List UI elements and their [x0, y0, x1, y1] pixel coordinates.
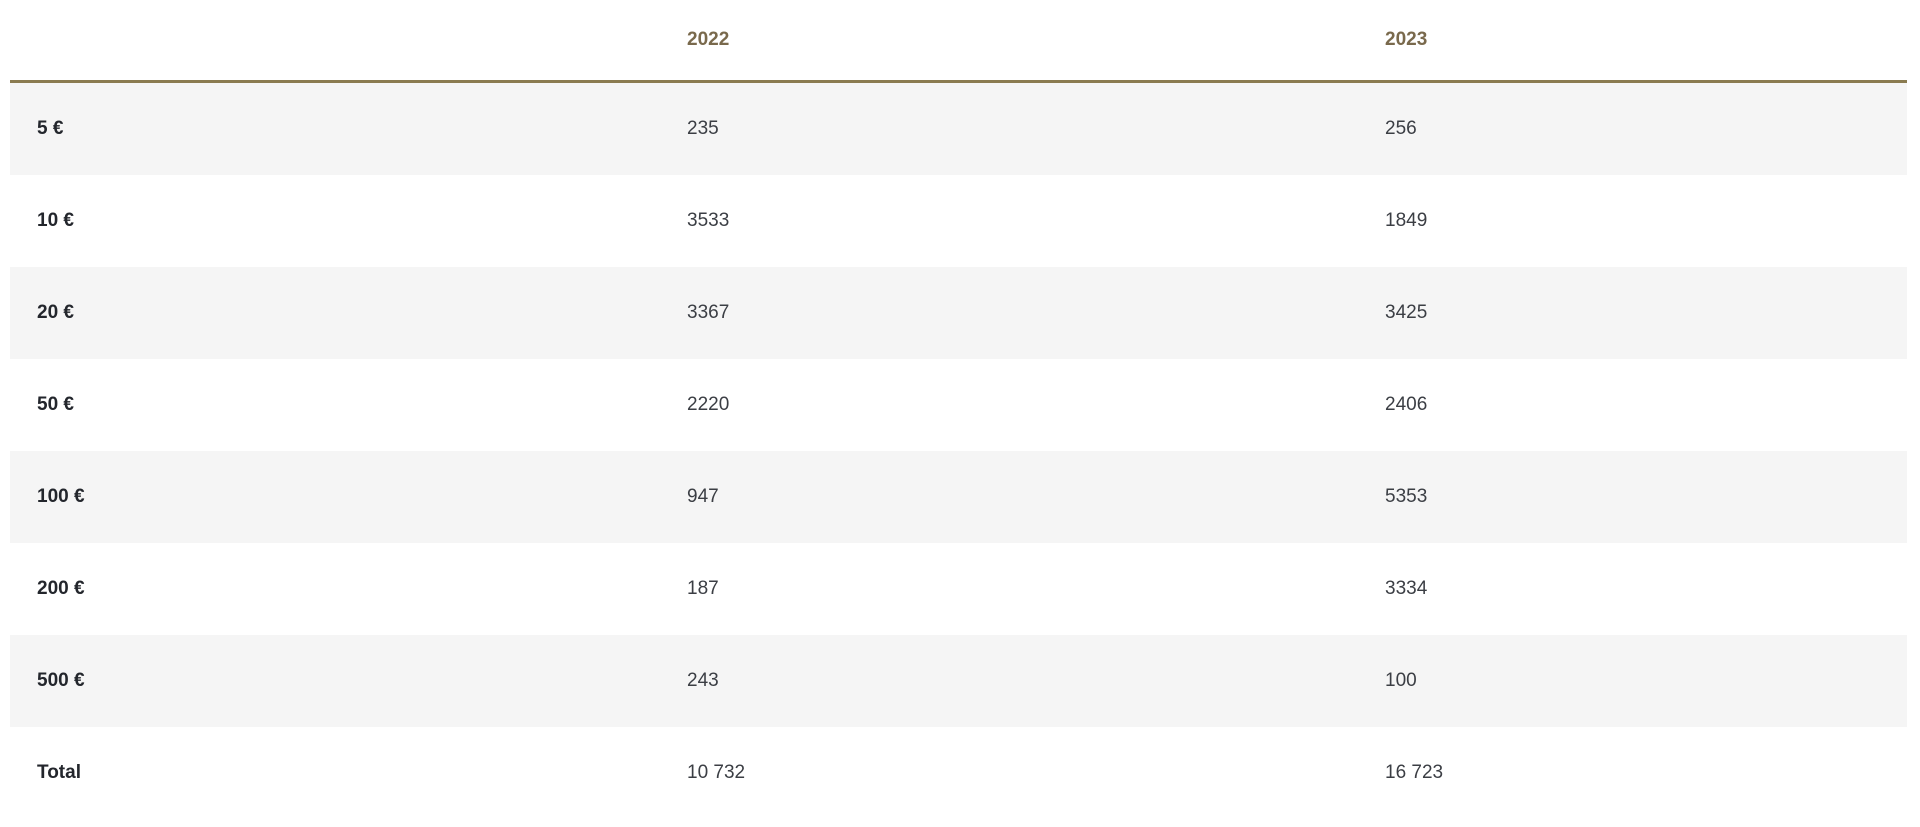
table-row-500: 500 € 243 100: [10, 635, 1907, 727]
value-2022: 2220: [687, 394, 730, 415]
row-label: 5 €: [37, 118, 64, 139]
value-2022: 243: [687, 670, 719, 691]
value-2022: 187: [687, 578, 719, 599]
denomination-table: 2022 2023 5 € 235 256 10 € 3533 1849 20 …: [10, 0, 1907, 819]
table-row-50: 50 € 2220 2406: [10, 359, 1907, 451]
value-2022: 3367: [687, 302, 730, 323]
row-label: 50 €: [37, 394, 74, 415]
row-label: 500 €: [37, 670, 85, 691]
value-2022: 10 732: [687, 762, 746, 783]
value-2023: 5353: [1385, 486, 1428, 507]
value-2023: 3334: [1385, 578, 1428, 599]
column-header-2023: 2023: [1358, 0, 1907, 83]
row-label: Total: [37, 762, 81, 783]
table-row-100: 100 € 947 5353: [10, 451, 1907, 543]
corner-cell: [10, 0, 660, 83]
value-2023: 256: [1385, 118, 1417, 139]
value-2023: 1849: [1385, 210, 1428, 231]
table-row-200: 200 € 187 3334: [10, 543, 1907, 635]
row-label: 100 €: [37, 486, 85, 507]
value-2023: 100: [1385, 670, 1417, 691]
table-row-total: Total 10 732 16 723: [10, 727, 1907, 819]
table-row-10: 10 € 3533 1849: [10, 175, 1907, 267]
row-label: 200 €: [37, 578, 85, 599]
value-2023: 3425: [1385, 302, 1428, 323]
value-2022: 3533: [687, 210, 730, 231]
table-body: 5 € 235 256 10 € 3533 1849 20 € 3367 342…: [10, 81, 1907, 820]
value-2022: 947: [687, 486, 719, 507]
value-2022: 235: [687, 118, 719, 139]
table-header: 2022 2023: [10, 0, 1907, 83]
row-label: 20 €: [37, 302, 74, 323]
value-2023: 16 723: [1385, 762, 1444, 783]
value-2023: 2406: [1385, 394, 1428, 415]
table-header-row: 2022 2023: [10, 0, 1907, 83]
table-row-20: 20 € 3367 3425: [10, 267, 1907, 359]
row-label: 10 €: [37, 210, 74, 231]
table-row-5: 5 € 235 256: [10, 81, 1907, 175]
column-header-2022: 2022: [660, 0, 1358, 83]
